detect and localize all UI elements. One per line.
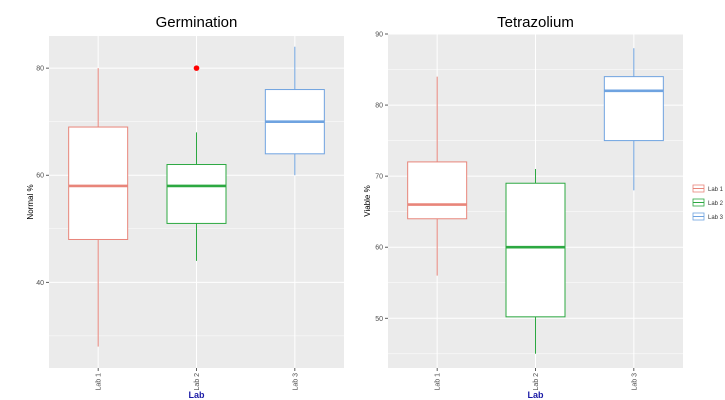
- tetrazolium-ytick-label-50: 50: [375, 316, 383, 323]
- germination-x-axis-label: Lab: [188, 390, 205, 400]
- germination-title: Germination: [156, 14, 238, 31]
- germination-ytick-label-60: 60: [36, 173, 44, 180]
- tetrazolium-lab2-box: [505, 182, 566, 318]
- tetrazolium-lab3-box: [603, 76, 664, 142]
- legend: Lab 1 Lab 2 Lab 3: [692, 184, 724, 221]
- tetrazolium-title: Tetrazolium: [497, 14, 574, 31]
- tetrazolium-ytick-label-80: 80: [375, 103, 383, 110]
- germination-panel: 40 60 80 Lab 1 Lab 2 Lab 3 Germination Normal %…: [26, 14, 344, 400]
- tetrazolium-x-axis-label: Lab: [527, 390, 544, 400]
- germination-y-axis-label: Normal %: [26, 184, 35, 219]
- germination-lab1-box: [68, 126, 129, 240]
- germination-lab2-box: [166, 164, 227, 224]
- legend-label-lab2: Lab 2: [708, 201, 724, 207]
- tetrazolium-y-axis-label: Viable %: [363, 185, 372, 216]
- tetrazolium-lab1-box: [407, 161, 468, 220]
- germination-xtick-label-1: Lab 1: [96, 373, 103, 391]
- tetrazolium-xtick-label-1: Lab 1: [435, 373, 442, 391]
- tetrazolium-ytick-label-60: 60: [375, 245, 383, 252]
- tetrazolium-panel: 50 60 70 80 90 Lab 1 Lab 2 Lab 3 Tetrazolium Viab…: [363, 14, 683, 400]
- tetrazolium-ytick-label-90: 90: [375, 32, 383, 39]
- tetrazolium-xtick-label-3: Lab 3: [631, 373, 638, 391]
- tetrazolium-ytick-label-70: 70: [375, 174, 383, 181]
- legend-label-lab1: Lab 1: [708, 187, 724, 193]
- germination-xtick-label-3: Lab 3: [292, 373, 299, 391]
- tetrazolium-xtick-label-2: Lab 2: [533, 373, 540, 391]
- legend-label-lab3: Lab 3: [708, 215, 724, 221]
- germination-lab2-outlier: [193, 65, 200, 71]
- germination-ytick-label-40: 40: [36, 280, 44, 287]
- germination-ytick-label-80: 80: [36, 66, 44, 73]
- germination-xtick-label-2: Lab 2: [194, 373, 201, 391]
